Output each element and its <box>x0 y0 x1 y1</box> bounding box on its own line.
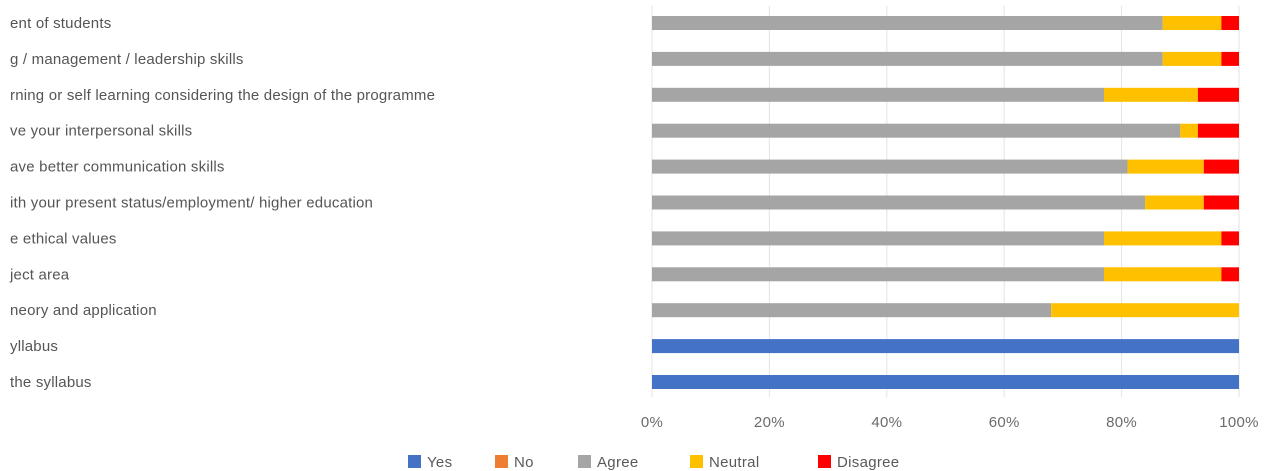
bar-segment-disagree <box>1197 123 1239 138</box>
bar-segment-disagree <box>1221 231 1239 246</box>
bar-segment-disagree <box>1203 195 1239 210</box>
legend-label-neutral: Neutral <box>709 454 759 471</box>
bar-segment-neutral <box>1103 231 1222 246</box>
category-label: ith your present status/employment/ high… <box>10 195 373 212</box>
bar-segment-agree <box>652 195 1146 210</box>
category-label: e ethical values <box>10 230 117 247</box>
bar-segment-agree <box>652 16 1163 30</box>
bar-segment-agree <box>652 87 1104 102</box>
bar-segment-neutral <box>1127 159 1204 174</box>
bar-segment-agree <box>652 267 1104 282</box>
bar-segment-disagree <box>1221 16 1239 30</box>
legend-label-disagree: Disagree <box>837 454 899 471</box>
legend-label-no: No <box>514 454 534 471</box>
bar-segment-agree <box>652 303 1052 318</box>
x-tick-label: 20% <box>754 414 785 431</box>
x-tick-label: 0% <box>641 414 663 431</box>
x-axis-ticks: 0% 20% 40% 60% 80% 100% <box>641 414 1259 431</box>
legend: Yes No Agree Neutral Disagree <box>408 454 899 471</box>
bar-segment-neutral <box>1103 267 1222 282</box>
bar-segment-yes <box>652 339 1239 354</box>
legend-label-agree: Agree <box>597 454 639 471</box>
bar-segment-neutral <box>1051 303 1239 318</box>
legend-swatch-agree <box>578 455 591 468</box>
bar-segment-disagree <box>1221 51 1239 66</box>
category-label: yllabus <box>10 338 58 355</box>
category-labels: ent of students g / management / leadersh… <box>9 15 435 391</box>
bar-segment-disagree <box>1221 267 1239 282</box>
category-label: rning or self learning considering the d… <box>10 87 435 104</box>
bar-segment-disagree <box>1197 87 1239 102</box>
x-tick-label: 100% <box>1219 414 1259 431</box>
bar-segment-neutral <box>1145 195 1204 210</box>
bar-segment-neutral <box>1162 16 1222 30</box>
category-label: the syllabus <box>10 374 92 391</box>
category-label: neory and application <box>10 302 157 319</box>
bar-segment-agree <box>652 123 1181 138</box>
bar-segment-neutral <box>1180 123 1198 138</box>
x-tick-label: 40% <box>871 414 902 431</box>
bar-segment-agree <box>652 51 1163 66</box>
x-tick-label: 60% <box>989 414 1020 431</box>
bar-segment-agree <box>652 231 1104 246</box>
bar-segment-neutral <box>1162 51 1222 66</box>
bar-segment-disagree <box>1203 159 1239 174</box>
bar-segment-agree <box>652 159 1128 174</box>
category-label: ave better communication skills <box>10 159 225 176</box>
category-label: ject area <box>9 266 70 283</box>
legend-swatch-no <box>495 455 508 468</box>
legend-label-yes: Yes <box>427 454 452 471</box>
bars <box>652 16 1239 389</box>
legend-swatch-neutral <box>690 455 703 468</box>
category-label: ve your interpersonal skills <box>10 123 192 140</box>
category-label: ent of students <box>10 15 111 32</box>
x-tick-label: 80% <box>1106 414 1137 431</box>
bar-segment-neutral <box>1103 87 1198 102</box>
legend-swatch-yes <box>408 455 421 468</box>
category-label: g / management / leadership skills <box>10 51 244 68</box>
legend-swatch-disagree <box>818 455 831 468</box>
bar-segment-yes <box>652 375 1239 389</box>
